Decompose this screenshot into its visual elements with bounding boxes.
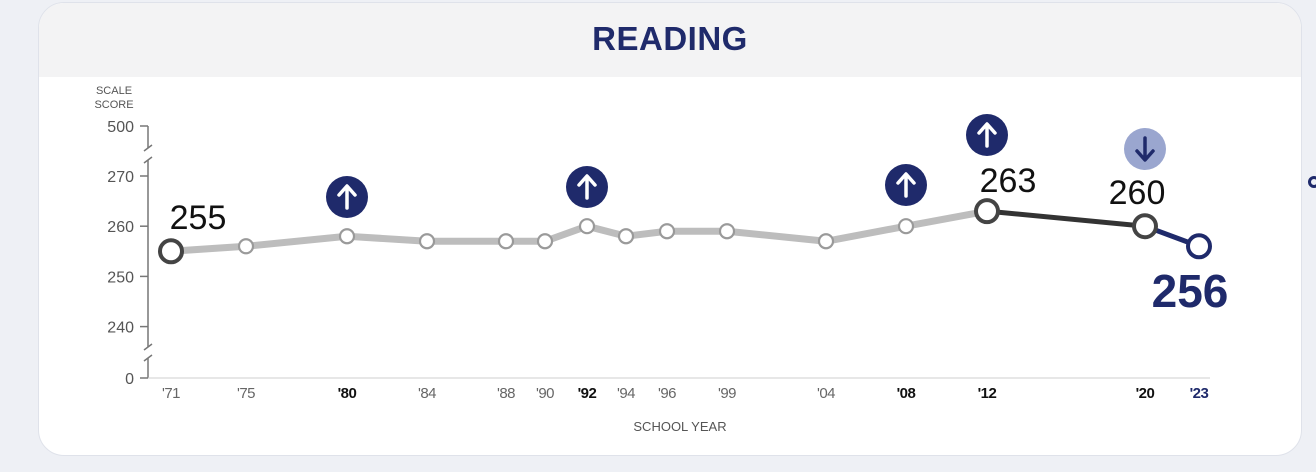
arrow-up-icon [977,122,997,148]
y-tick-label: 240 [107,320,134,337]
x-tick-label: '92 [578,385,597,402]
y-tick-label: 0 [125,371,134,388]
significant-increase-icon [966,114,1008,156]
series-line-segment [167,207,991,255]
x-tick-label: '08 [897,385,916,402]
arrow-up-icon [896,172,916,198]
data-point [158,238,184,265]
arrow-up-icon [337,184,357,210]
x-tick-label: '80 [338,385,357,402]
data-label: 256 [1152,265,1229,317]
y-tick-label: 500 [107,119,134,136]
reading-panel: READING [38,2,1302,456]
x-tick-label: '88 [497,385,515,402]
x-tick-label: '20 [1136,385,1155,402]
significant-increase-icon [885,164,927,206]
data-point [497,233,515,250]
data-label: 255 [170,199,227,237]
arrow-down-icon [1135,136,1155,162]
panel-header: READING [39,3,1301,77]
x-tick-label: '84 [418,385,436,402]
data-label: 263 [980,162,1037,200]
data-point [658,223,676,240]
data-point [974,198,1000,225]
next-panel-edge-marker [1308,176,1316,188]
y-axis-label: SCORE [94,99,133,111]
x-tick-label: '12 [978,385,997,402]
y-tick-label: 260 [107,219,134,236]
data-label: 260 [1109,174,1166,212]
x-axis-title: SCHOOL YEAR [633,419,726,434]
axis-break-mark [143,343,153,362]
data-point [817,233,835,250]
data-point [338,228,356,245]
data-point [536,233,554,250]
data-point [718,223,736,240]
x-tick-label: '94 [617,385,635,402]
significant-increase-icon [326,176,368,218]
y-tick-label: 270 [107,169,134,186]
data-point [1186,233,1212,260]
data-point [237,238,255,255]
data-point [617,228,635,245]
data-point [1132,213,1158,240]
x-tick-label: '99 [718,385,736,402]
data-point [578,218,596,235]
x-tick-label: '96 [658,385,676,402]
series-line-segment [984,208,1148,229]
axis-break-mark [143,144,153,164]
x-tick-label: '23 [1190,385,1209,402]
data-point [897,218,915,235]
data-point [418,233,436,250]
significant-increase-icon [566,166,608,208]
arrow-up-icon [577,174,597,200]
y-tick-label: 250 [107,269,134,286]
x-tick-label: '71 [162,385,180,402]
x-tick-label: '75 [237,385,255,402]
x-tick-label: '90 [536,385,554,402]
significant-decrease-icon [1124,128,1166,170]
x-tick-label: '04 [817,385,835,402]
panel-title: READING [592,20,748,57]
y-axis-label: SCALE [96,85,132,97]
